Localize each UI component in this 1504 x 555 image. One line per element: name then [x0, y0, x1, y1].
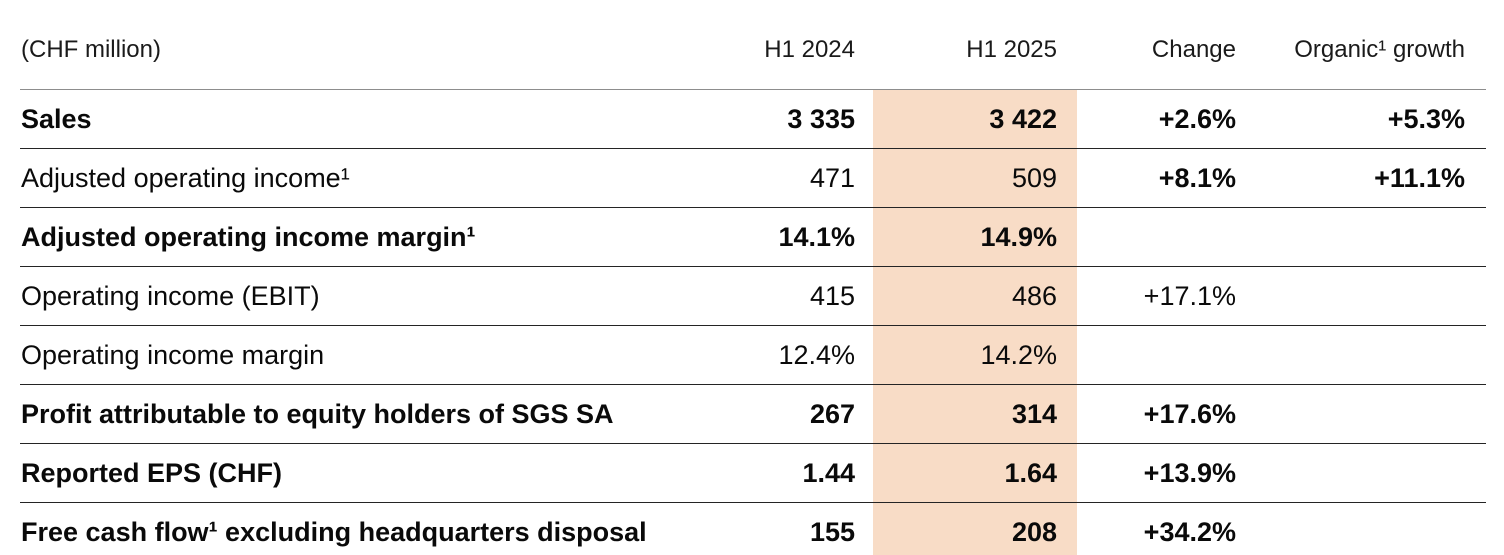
- cell-h1-2025: 14.9%: [873, 207, 1077, 267]
- table-row: Adjusted operating income margin¹ 14.1% 14…: [20, 207, 1486, 267]
- row-label: Profit attributable to equity holders of…: [20, 384, 640, 444]
- row-label: Sales: [20, 89, 640, 149]
- cell-h1-2025: 314: [873, 384, 1077, 444]
- column-header-organic-growth: Organic¹ growth: [1237, 0, 1486, 90]
- cell-h1-2025: 486: [873, 266, 1077, 326]
- cell-h1-2025: 509: [873, 148, 1077, 208]
- cell-h1-2024: 155: [640, 502, 873, 555]
- cell-h1-2024: 471: [640, 148, 873, 208]
- cell-h1-2024: 415: [640, 266, 873, 326]
- table-row: Reported EPS (CHF) 1.44 1.64 +13.9%: [20, 443, 1486, 503]
- table-row: Sales 3 335 3 422 +2.6% +5.3%: [20, 89, 1486, 149]
- cell-change: +34.2%: [1077, 502, 1237, 555]
- table-row: Operating income (EBIT) 415 486 +17.1%: [20, 266, 1486, 326]
- table-row: Operating income margin 12.4% 14.2%: [20, 325, 1486, 385]
- table-row: Profit attributable to equity holders of…: [20, 384, 1486, 444]
- cell-h1-2024: 1.44: [640, 443, 873, 503]
- header-row: (CHF million) H1 2024 H1 2025 Change Org…: [20, 0, 1486, 90]
- cell-h1-2024: 12.4%: [640, 325, 873, 385]
- cell-change: +13.9%: [1077, 443, 1237, 503]
- cell-h1-2024: 267: [640, 384, 873, 444]
- cell-h1-2024: 3 335: [640, 89, 873, 149]
- cell-h1-2025: 208: [873, 502, 1077, 555]
- cell-change: +17.6%: [1077, 384, 1237, 444]
- table-row: Adjusted operating income¹ 471 509 +8.1% +11…: [20, 148, 1486, 208]
- row-label: Adjusted operating income margin¹: [20, 207, 640, 267]
- cell-organic-growth: +11.1%: [1237, 148, 1486, 208]
- cell-h1-2025: 3 422: [873, 89, 1077, 149]
- cell-organic-growth: [1237, 384, 1486, 444]
- unit-label: (CHF million): [20, 0, 640, 90]
- cell-organic-growth: +5.3%: [1237, 89, 1486, 149]
- row-label: Adjusted operating income¹: [20, 148, 640, 208]
- column-header-h1-2024: H1 2024: [640, 0, 873, 90]
- cell-h1-2025: 1.64: [873, 443, 1077, 503]
- results-table: (CHF million) H1 2024 H1 2025 Change Org…: [20, 0, 1486, 555]
- cell-change: [1077, 207, 1237, 267]
- cell-h1-2024: 14.1%: [640, 207, 873, 267]
- cell-organic-growth: [1237, 502, 1486, 555]
- cell-change: [1077, 325, 1237, 385]
- cell-change: +8.1%: [1077, 148, 1237, 208]
- cell-change: +2.6%: [1077, 89, 1237, 149]
- row-label: Free cash flow¹ excluding headquarters d…: [20, 502, 647, 555]
- row-label: Operating income margin: [20, 325, 640, 385]
- table-row: Free cash flow¹ excluding headquarters d…: [20, 502, 1486, 555]
- column-header-h1-2025: H1 2025: [873, 0, 1077, 90]
- cell-change: +17.1%: [1077, 266, 1237, 326]
- column-header-change: Change: [1077, 0, 1237, 90]
- row-label: Reported EPS (CHF): [20, 443, 640, 503]
- cell-organic-growth: [1237, 266, 1486, 326]
- table-body: Sales 3 335 3 422 +2.6% +5.3% Adjusted operat…: [20, 89, 1486, 555]
- cell-organic-growth: [1237, 325, 1486, 385]
- cell-h1-2025: 14.2%: [873, 325, 1077, 385]
- cell-organic-growth: [1237, 443, 1486, 503]
- row-label: Operating income (EBIT): [20, 266, 640, 326]
- cell-organic-growth: [1237, 207, 1486, 267]
